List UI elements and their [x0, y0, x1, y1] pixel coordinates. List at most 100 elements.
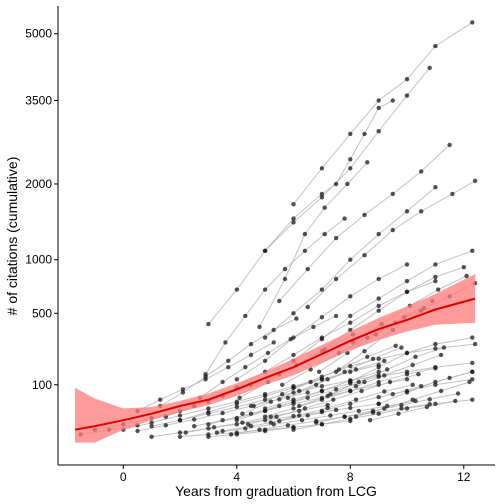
- data-point: [470, 20, 475, 25]
- data-point: [376, 231, 381, 237]
- data-point: [220, 418, 225, 423]
- data-point: [348, 388, 353, 394]
- data-point: [376, 308, 381, 313]
- data-point: [419, 169, 424, 174]
- data-point: [192, 424, 197, 429]
- data-point: [333, 181, 339, 187]
- data-point: [348, 166, 353, 171]
- data-point: [262, 414, 268, 419]
- data-point: [404, 262, 410, 267]
- data-point: [228, 432, 234, 437]
- data-point: [464, 273, 469, 279]
- data-point: [285, 423, 291, 428]
- data-point: [376, 379, 381, 385]
- data-point: [319, 409, 325, 415]
- data-point: [387, 379, 393, 385]
- data-point: [180, 390, 186, 395]
- data-point: [158, 397, 163, 402]
- data-point: [297, 388, 302, 394]
- data-point: [348, 378, 353, 383]
- data-point: [470, 248, 475, 253]
- data-point: [390, 191, 395, 197]
- y-axis-title: # of citations (cumulative): [4, 157, 20, 316]
- data-point: [206, 406, 211, 411]
- data-point: [240, 420, 245, 425]
- data-point: [399, 406, 404, 411]
- data-point: [257, 324, 262, 330]
- data-point: [427, 397, 432, 402]
- data-point: [262, 427, 268, 432]
- data-point: [302, 248, 308, 253]
- data-point: [234, 430, 239, 435]
- data-point: [237, 395, 242, 400]
- data-point: [282, 276, 288, 282]
- data-point: [427, 402, 432, 407]
- data-point: [319, 166, 325, 171]
- data-point: [353, 414, 359, 419]
- data-point: [291, 425, 296, 430]
- data-point: [404, 77, 410, 82]
- y-tick-label: 2000: [25, 177, 52, 191]
- data-point: [433, 382, 438, 387]
- data-point: [356, 408, 361, 414]
- x-tick-label: 4: [233, 470, 240, 484]
- trajectory-line-2: [208, 100, 394, 325]
- x-tick-label: 8: [347, 470, 354, 484]
- trajectory-line-22: [208, 378, 408, 425]
- data-point: [325, 377, 330, 382]
- data-point: [234, 404, 239, 410]
- data-point: [305, 304, 310, 310]
- trajectory-line-7: [205, 218, 345, 375]
- data-point: [404, 350, 410, 356]
- data-point: [348, 257, 353, 262]
- data-point: [163, 423, 168, 428]
- data-point: [367, 418, 373, 423]
- data-point: [404, 278, 410, 284]
- data-point: [376, 401, 381, 406]
- data-point: [291, 311, 296, 316]
- data-point: [325, 405, 330, 411]
- data-point: [297, 403, 302, 409]
- data-point: [359, 388, 364, 394]
- data-point: [262, 408, 268, 414]
- data-point: [419, 209, 424, 214]
- data-point: [248, 411, 254, 416]
- data-point: [382, 358, 387, 363]
- data-point: [226, 365, 231, 370]
- confidence-band-layer: [75, 274, 476, 443]
- data-point: [376, 303, 381, 308]
- data-point: [234, 377, 239, 382]
- data-point: [311, 324, 316, 330]
- data-point: [404, 289, 410, 294]
- data-point: [404, 377, 410, 382]
- x-axis-title: Years from graduation from LCG: [175, 483, 377, 499]
- data-point: [470, 397, 475, 402]
- data-point: [333, 407, 339, 413]
- data-point: [299, 418, 305, 423]
- data-point: [348, 369, 353, 374]
- data-point: [362, 253, 367, 258]
- data-point: [333, 235, 339, 241]
- data-point: [370, 356, 376, 361]
- data-point: [135, 428, 140, 434]
- trajectory-line-44: [369, 400, 456, 421]
- data-point: [177, 434, 183, 439]
- data-point: [240, 411, 245, 416]
- data-point: [472, 341, 478, 347]
- data-point: [308, 379, 313, 385]
- data-point: [206, 411, 211, 416]
- trend-line: [74, 297, 476, 431]
- data-point: [220, 428, 225, 434]
- data-point: [291, 406, 296, 411]
- data-point: [328, 392, 333, 397]
- data-point: [376, 362, 381, 368]
- data-point: [316, 369, 322, 374]
- ticks: 0 4 8 12 100 500 1000 2000 3500 5000: [25, 27, 470, 484]
- data-point: [455, 391, 461, 396]
- data-point: [362, 379, 367, 385]
- data-point: [404, 93, 410, 98]
- data-point: [319, 422, 325, 427]
- data-point: [362, 131, 367, 137]
- data-point: [280, 382, 285, 387]
- data-point: [262, 248, 268, 253]
